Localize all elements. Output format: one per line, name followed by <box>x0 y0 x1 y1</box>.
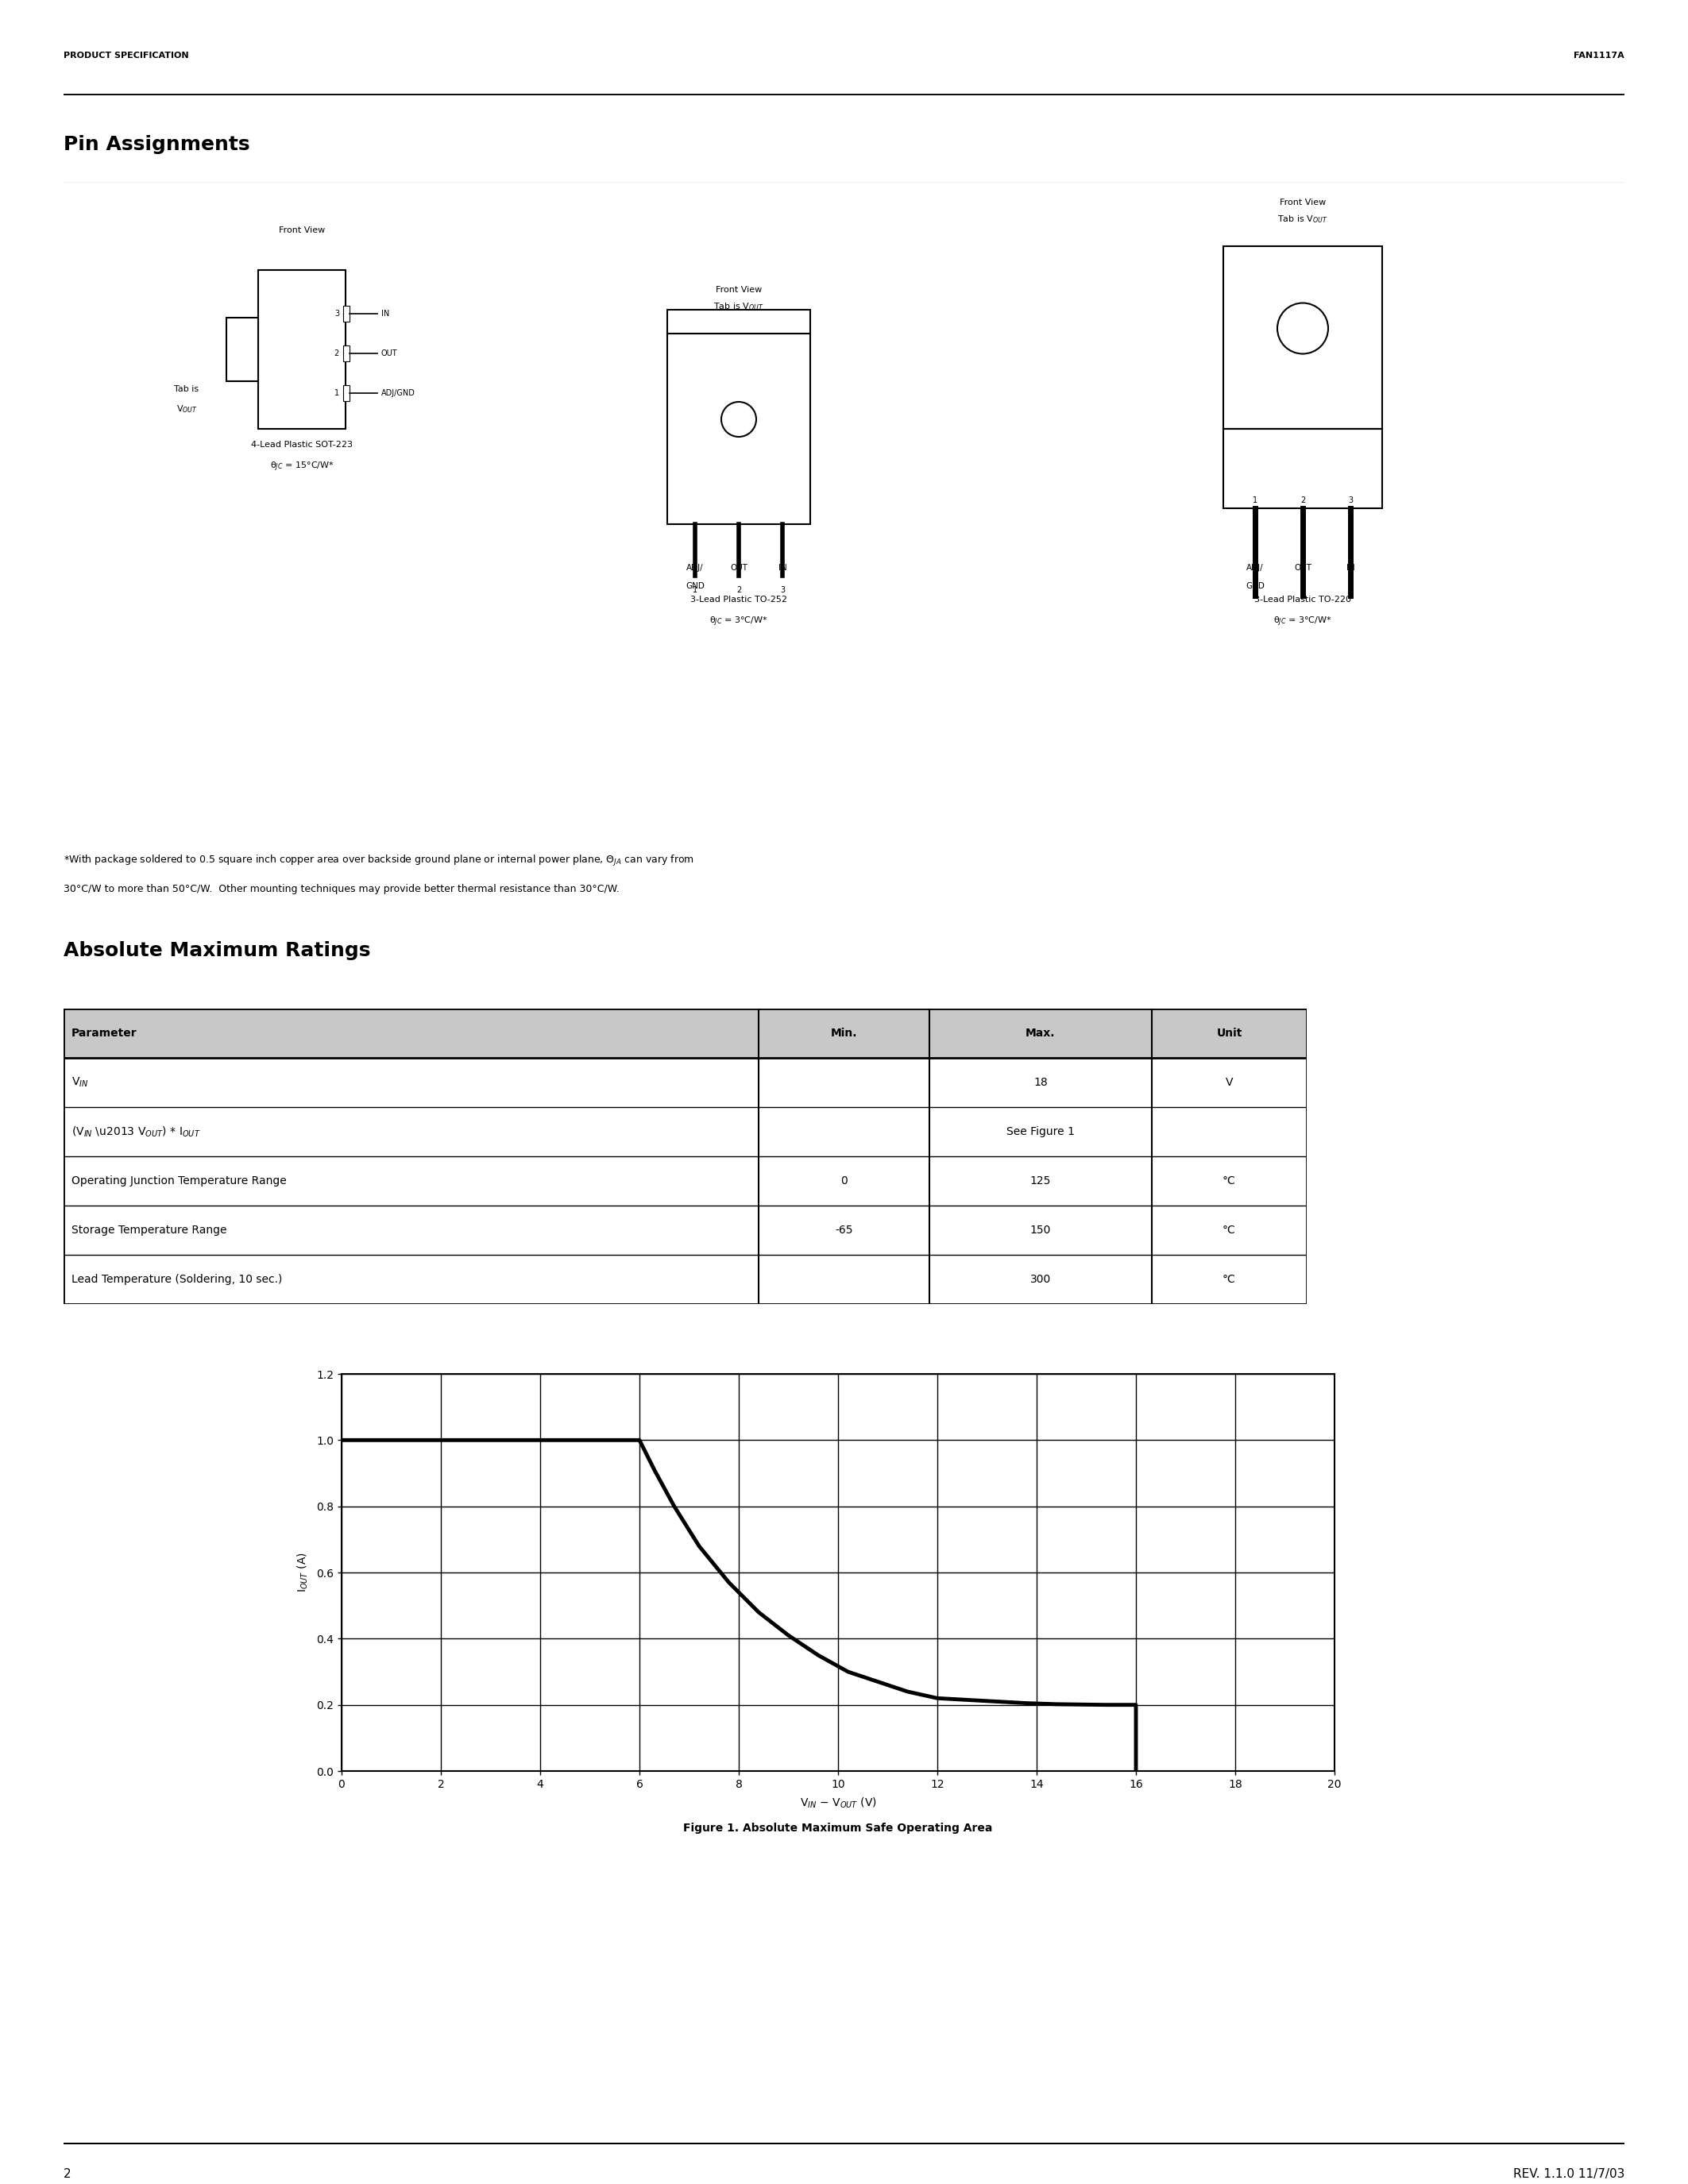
Text: θ$_{JC}$ = 15°C/W*: θ$_{JC}$ = 15°C/W* <box>270 461 334 474</box>
Text: Lead Temperature (Soldering, 10 sec.): Lead Temperature (Soldering, 10 sec.) <box>71 1273 282 1284</box>
Text: 2: 2 <box>64 2169 71 2180</box>
Text: Operating Junction Temperature Range: Operating Junction Temperature Range <box>71 1175 287 1186</box>
Text: 3: 3 <box>1349 496 1352 505</box>
Text: θ$_{JC}$ = 3°C/W*: θ$_{JC}$ = 3°C/W* <box>709 616 768 629</box>
Text: Storage Temperature Range: Storage Temperature Range <box>71 1225 226 1236</box>
Bar <box>667 310 810 334</box>
Text: 3-Lead Plastic TO-220: 3-Lead Plastic TO-220 <box>1254 596 1350 603</box>
Text: Front View: Front View <box>716 286 761 295</box>
Text: Absolute Maximum Ratings: Absolute Maximum Ratings <box>64 941 371 961</box>
Text: 18: 18 <box>1033 1077 1048 1088</box>
Text: GND: GND <box>1246 583 1264 590</box>
Text: 3: 3 <box>334 310 339 317</box>
Text: Parameter: Parameter <box>71 1029 137 1040</box>
Text: 2: 2 <box>736 585 741 594</box>
Text: ADJ/GND: ADJ/GND <box>381 389 415 397</box>
Text: Tab is: Tab is <box>174 384 199 393</box>
Text: Unit: Unit <box>1217 1029 1242 1040</box>
Bar <box>343 345 349 360</box>
Text: Tab is V$_{OUT}$: Tab is V$_{OUT}$ <box>1278 214 1328 225</box>
Text: GND: GND <box>685 583 704 590</box>
Text: See Figure 1: See Figure 1 <box>1006 1127 1075 1138</box>
Text: Min.: Min. <box>830 1029 858 1040</box>
Text: Front View: Front View <box>1280 199 1325 207</box>
Text: FAN1117A: FAN1117A <box>1573 52 1624 59</box>
Text: V: V <box>1225 1077 1232 1088</box>
Text: °C: °C <box>1222 1175 1236 1186</box>
Text: °C: °C <box>1222 1225 1236 1236</box>
Text: V$_{OUT}$: V$_{OUT}$ <box>176 404 197 415</box>
Text: 300: 300 <box>1030 1273 1052 1284</box>
Text: OUT: OUT <box>729 563 748 572</box>
Text: V$_{IN}$: V$_{IN}$ <box>71 1077 88 1090</box>
Text: 4-Lead Plastic SOT-223: 4-Lead Plastic SOT-223 <box>252 441 353 448</box>
Bar <box>64 1009 1307 1057</box>
Text: θ$_{JC}$ = 3°C/W*: θ$_{JC}$ = 3°C/W* <box>1273 616 1332 629</box>
Text: 1: 1 <box>334 389 339 397</box>
Text: 3: 3 <box>780 585 785 594</box>
Text: 2: 2 <box>1300 496 1305 505</box>
Text: 1: 1 <box>692 585 697 594</box>
Bar <box>343 306 349 321</box>
Y-axis label: I$_{OUT}$ (A): I$_{OUT}$ (A) <box>295 1553 311 1592</box>
Bar <box>258 271 346 428</box>
Bar <box>343 384 349 402</box>
Text: Figure 1. Absolute Maximum Safe Operating Area: Figure 1. Absolute Maximum Safe Operatin… <box>684 1824 993 1835</box>
Text: °C: °C <box>1222 1273 1236 1284</box>
Text: IN: IN <box>381 310 390 317</box>
Text: PRODUCT SPECIFICATION: PRODUCT SPECIFICATION <box>64 52 189 59</box>
Text: Pin Assignments: Pin Assignments <box>64 135 250 155</box>
Text: 2: 2 <box>334 349 339 358</box>
Text: IN: IN <box>1345 563 1355 572</box>
Text: OUT: OUT <box>381 349 398 358</box>
Bar <box>667 334 810 524</box>
Text: 125: 125 <box>1030 1175 1052 1186</box>
Text: ADJ/: ADJ/ <box>687 563 704 572</box>
Bar <box>1224 428 1382 509</box>
Text: Front View: Front View <box>279 227 326 234</box>
Text: OUT: OUT <box>1295 563 1312 572</box>
Circle shape <box>721 402 756 437</box>
Text: REV. 1.1.0 11/7/03: REV. 1.1.0 11/7/03 <box>1512 2169 1624 2180</box>
Text: 3-Lead Plastic TO-252: 3-Lead Plastic TO-252 <box>690 596 787 603</box>
Bar <box>226 317 258 382</box>
Bar <box>1224 247 1382 428</box>
Text: -65: -65 <box>836 1225 852 1236</box>
Text: Max.: Max. <box>1026 1029 1055 1040</box>
Text: IN: IN <box>778 563 787 572</box>
Text: ADJ/: ADJ/ <box>1246 563 1264 572</box>
Text: *With package soldered to 0.5 square inch copper area over backside ground plane: *With package soldered to 0.5 square inc… <box>64 854 694 867</box>
X-axis label: V$_{IN}$ $-$ V$_{OUT}$ (V): V$_{IN}$ $-$ V$_{OUT}$ (V) <box>800 1797 876 1811</box>
Circle shape <box>1278 304 1328 354</box>
Text: Tab is V$_{OUT}$: Tab is V$_{OUT}$ <box>714 301 765 312</box>
Text: 1: 1 <box>1252 496 1258 505</box>
Text: (V$_{IN}$ \u2013 V$_{OUT}$) * I$_{OUT}$: (V$_{IN}$ \u2013 V$_{OUT}$) * I$_{OUT}$ <box>71 1125 201 1138</box>
Text: 30°C/W to more than 50°C/W.  Other mounting techniques may provide better therma: 30°C/W to more than 50°C/W. Other mounti… <box>64 885 619 893</box>
Text: 150: 150 <box>1030 1225 1052 1236</box>
Text: 0: 0 <box>841 1175 847 1186</box>
